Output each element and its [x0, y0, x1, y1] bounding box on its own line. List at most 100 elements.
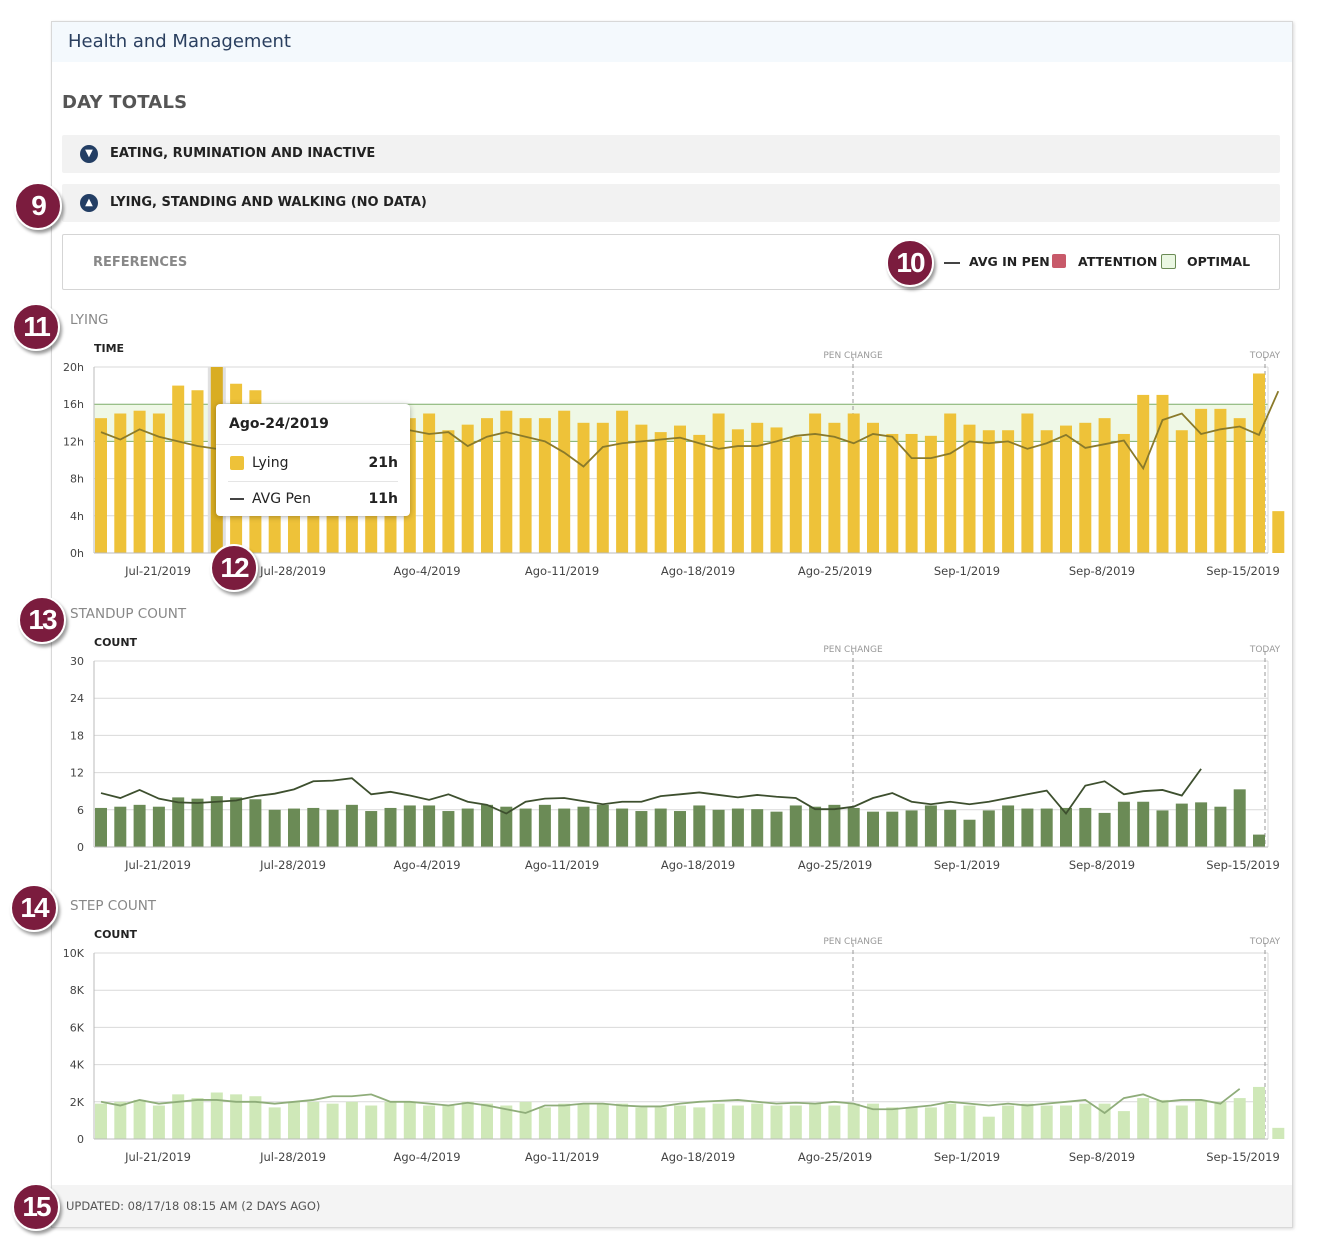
y-axis-label: COUNT [94, 636, 138, 649]
bar [596, 1103, 609, 1139]
bar [403, 1101, 416, 1139]
bar [963, 1105, 976, 1139]
panel-title: Health and Management [68, 31, 291, 52]
bar [577, 806, 590, 847]
bar [558, 1103, 571, 1139]
bar [191, 390, 204, 553]
bar [326, 809, 339, 847]
bar [674, 1105, 686, 1139]
y-tick-label: 4K [70, 1059, 85, 1072]
bar [172, 1094, 185, 1139]
bar [847, 1103, 860, 1139]
bar [731, 429, 744, 553]
bar [442, 430, 455, 553]
bar [442, 811, 455, 847]
bar [828, 1105, 841, 1139]
y-tick-label: 20h [63, 361, 84, 374]
bar [867, 422, 879, 553]
accordion-lying-standing[interactable]: ▲ LYING, STANDING AND WALKING (NO DATA) [62, 184, 1280, 222]
bar [519, 418, 532, 553]
bar [789, 436, 802, 553]
bar [288, 1101, 300, 1139]
lying-chart: TIME 0h 4h 8h 12h 16h 20h PEN CHANGE TODAY Jul-21… [63, 342, 1285, 578]
tooltip-divider [216, 444, 410, 445]
bar [172, 385, 185, 553]
bar [809, 806, 822, 847]
bar [1175, 430, 1188, 553]
bar [230, 1094, 243, 1139]
bar [500, 1105, 513, 1139]
bar [1233, 1098, 1246, 1139]
x-tick-label: Ago-18/2019 [661, 1150, 735, 1164]
health-management-panel: Health and Management DAY TOTALS ▼ EATIN… [51, 21, 1293, 1228]
bar [751, 809, 764, 847]
y-tick-label: 0 [77, 841, 84, 854]
accordion-eating-rumination[interactable]: ▼ EATING, RUMINATION AND INACTIVE [62, 135, 1280, 173]
bar [210, 1092, 223, 1139]
bar [114, 1101, 127, 1139]
bar [307, 1101, 320, 1139]
bar [944, 809, 957, 847]
bar [847, 807, 860, 847]
bar [654, 808, 667, 847]
bar [616, 410, 629, 553]
bar [133, 804, 146, 847]
bar [133, 1099, 146, 1139]
bar [963, 819, 976, 847]
bar [577, 422, 590, 553]
bar [365, 1105, 378, 1139]
today-label: TODAY [1249, 351, 1281, 361]
bar [712, 413, 725, 553]
bar [172, 797, 185, 847]
bar [1098, 1103, 1111, 1139]
bar [345, 1101, 358, 1139]
bar [1137, 801, 1150, 847]
bar [635, 1107, 648, 1139]
bar [867, 1103, 879, 1139]
bar [751, 1103, 764, 1139]
bar [268, 809, 281, 847]
x-tick-label: Jul-28/2019 [259, 1150, 326, 1164]
bar [423, 805, 436, 847]
bar [731, 808, 744, 847]
bar [152, 806, 165, 847]
references-label: REFERENCES [93, 255, 188, 270]
y-tick-label: 0 [77, 1133, 84, 1146]
x-tick-label: Ago-11/2019 [525, 858, 599, 872]
bar [1195, 802, 1208, 847]
bar [1117, 433, 1130, 553]
bar [596, 804, 609, 847]
bar [1156, 394, 1169, 553]
x-tick-label: Ago-11/2019 [525, 564, 599, 578]
bar [596, 422, 609, 553]
y-tick-label: 4h [70, 510, 84, 523]
bar [867, 811, 879, 847]
bar [731, 1105, 744, 1139]
bar [770, 811, 783, 847]
y-axis-label: COUNT [94, 928, 138, 941]
bar [924, 435, 937, 553]
bar [152, 413, 165, 553]
bar [1079, 422, 1092, 553]
bar [481, 418, 493, 553]
y-tick-label: 6K [70, 1021, 85, 1034]
x-tick-label: Sep-1/2019 [934, 564, 1000, 578]
bar [481, 804, 493, 847]
tooltip-avg-value: 11h [368, 491, 398, 507]
bar [635, 811, 648, 847]
chevron-down-icon: ▼ [80, 145, 98, 163]
updated-timestamp: UPDATED: 08/17/18 08:15 AM (2 DAYS AGO) [66, 1199, 321, 1213]
chart-title-standup: STANDUP COUNT [70, 606, 187, 622]
bar [789, 805, 802, 847]
bar [461, 1101, 474, 1139]
bar [924, 1107, 937, 1139]
x-tick-label: Sep-8/2019 [1069, 564, 1135, 578]
bar [1060, 425, 1072, 553]
callout-badge-10: 10 [886, 239, 934, 287]
bar [403, 805, 416, 847]
bar [693, 434, 706, 553]
x-tick-label: Ago-25/2019 [798, 1150, 872, 1164]
bar [809, 413, 822, 553]
tooltip-divider [228, 481, 398, 482]
avg-pen-line [100, 1088, 1241, 1115]
